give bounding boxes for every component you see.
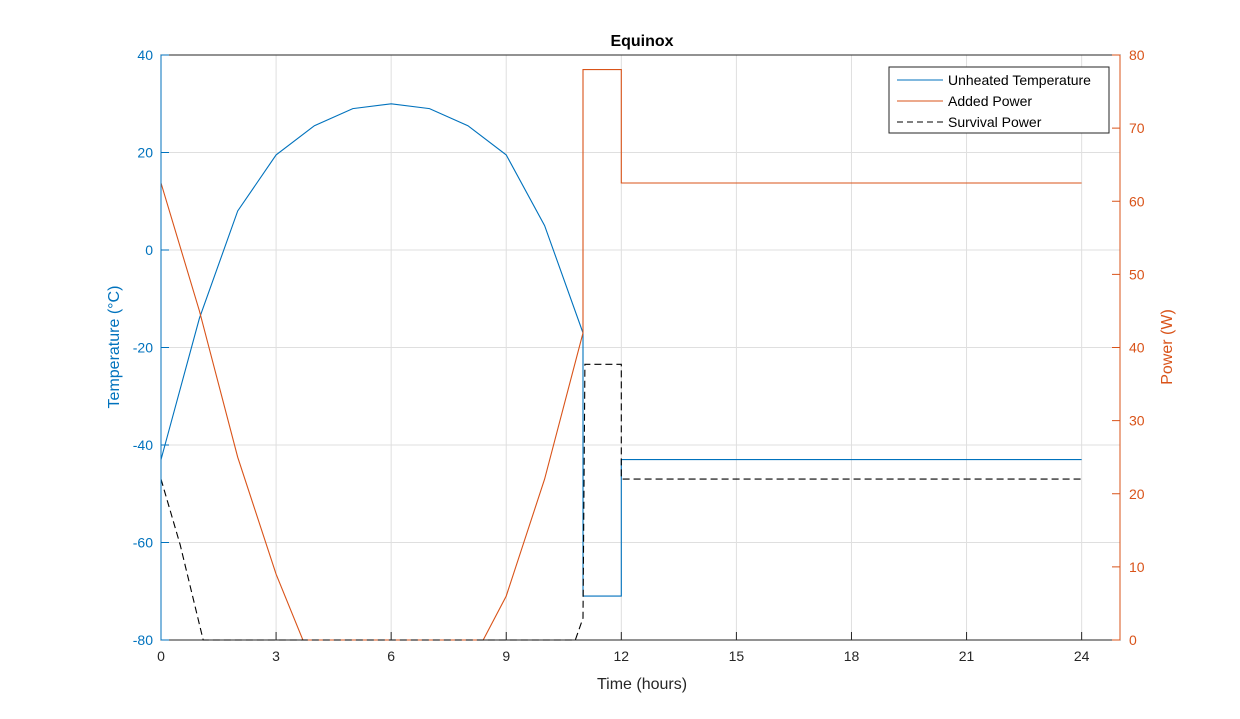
x-tick-label: 12 <box>614 648 630 664</box>
y-right-tick-label: 70 <box>1129 120 1145 136</box>
legend-label-power: Added Power <box>948 93 1032 109</box>
y-right-tick-label: 10 <box>1129 559 1145 575</box>
x-tick-label: 9 <box>502 648 510 664</box>
y-right-tick-label: 30 <box>1129 413 1145 429</box>
series-unheated-temperature <box>160 103 1082 597</box>
y-left-tick-label: -20 <box>133 340 153 356</box>
y-left-tick-label: 20 <box>137 145 153 161</box>
legend-label-temperature: Unheated Temperature <box>948 72 1091 88</box>
y-left-tick-label: 40 <box>137 47 153 63</box>
series-layer <box>160 69 1082 641</box>
y-left-tick-label: 0 <box>145 242 153 258</box>
x-tick-label: 18 <box>844 648 860 664</box>
legend: Unheated Temperature Added Power Surviva… <box>888 66 1110 134</box>
y-right-tick-label: 80 <box>1129 47 1145 63</box>
ticks-layer: 0 3 6 9 12 15 18 21 24 -80 -60 -40 -20 0 20 40 0 10 20 30 40… <box>133 47 1145 664</box>
y-axis-label-right: Power (W) <box>1159 309 1176 385</box>
x-axis-label: Time (hours) <box>597 676 687 693</box>
x-tick-label: 21 <box>959 648 975 664</box>
y-left-tick-label: -60 <box>133 535 153 551</box>
y-right-tick-label: 40 <box>1129 340 1145 356</box>
legend-label-survival: Survival Power <box>948 114 1042 130</box>
chart-title: Equinox <box>610 33 673 50</box>
x-tick-label: 3 <box>272 648 280 664</box>
grid-layer <box>160 54 1120 641</box>
y-left-tick-label: -80 <box>133 632 153 648</box>
y-right-tick-label: 50 <box>1129 266 1145 282</box>
series-survival-power <box>160 363 1082 641</box>
x-tick-label: 15 <box>729 648 745 664</box>
x-tick-label: 0 <box>157 648 165 664</box>
y-right-tick-label: 60 <box>1129 193 1145 209</box>
series-added-power <box>160 69 1082 641</box>
y-axis-label-left: Temperature (°C) <box>106 286 123 409</box>
x-tick-label: 6 <box>387 648 395 664</box>
y-right-tick-label: 0 <box>1129 632 1137 648</box>
legend-box <box>888 66 1110 134</box>
x-tick-label: 24 <box>1074 648 1090 664</box>
y-left-tick-label: -40 <box>133 437 153 453</box>
y-right-tick-label: 20 <box>1129 486 1145 502</box>
